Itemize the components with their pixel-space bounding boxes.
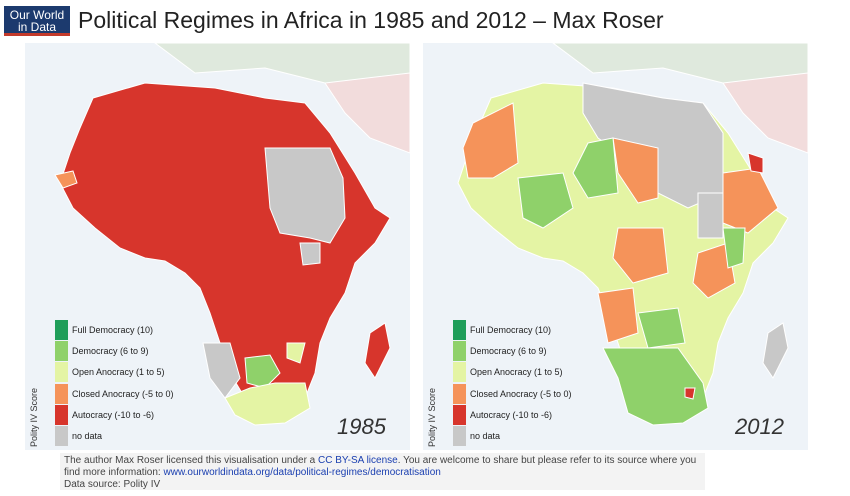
legend-label: Full Democracy (10) — [470, 324, 552, 335]
region-madagascar-autocracy — [364, 322, 391, 379]
footer-text: find more information: — [64, 467, 164, 478]
year-label-1985: 1985 — [337, 414, 386, 439]
africa-map-1985 — [54, 43, 410, 426]
footer-attribution: The author Max Roser licensed this visua… — [60, 453, 705, 490]
footer-text: . You are welcome to share but please re… — [397, 455, 697, 466]
legend-swatch — [55, 426, 68, 447]
region-uganda-no-data — [299, 242, 321, 266]
legend-label: Full Democracy (10) — [72, 324, 154, 335]
region-kenya-democracy — [722, 227, 746, 269]
legend-label: Democracy (6 to 9) — [72, 345, 149, 356]
legend-swatch — [453, 383, 466, 404]
legend-swatch — [453, 426, 466, 447]
legend-swatch — [55, 340, 68, 361]
our-world-in-data-logo[interactable]: Our World in Data — [4, 6, 70, 36]
legend-swatch — [55, 404, 68, 425]
legend-swatch — [55, 319, 68, 340]
legend-row: Full Democracy (10) — [453, 319, 572, 340]
license-link[interactable]: CC BY-SA license — [318, 455, 398, 466]
region-botswana-democracy — [244, 354, 281, 389]
source-link[interactable]: www.ourworldindata.org/data/political-re… — [163, 467, 441, 478]
logo-line-2: in Data — [17, 20, 57, 34]
legend-row: Closed Anocracy (-5 to 0) — [453, 383, 572, 404]
legend-row: Autocracy (-10 to -6) — [55, 404, 174, 425]
region-south-africa-open-anocracy — [224, 382, 311, 426]
legend-label: Open Anocracy (1 to 5) — [470, 367, 563, 378]
legend-label: no data — [470, 431, 501, 442]
legend-title: Polity IV Score — [427, 387, 437, 447]
region-tanzania-closed-anocracy — [692, 242, 736, 299]
page-title: Political Regimes in Africa in 1985 and … — [78, 7, 664, 33]
region-eritrea-autocracy — [747, 152, 764, 174]
legend-swatch — [55, 362, 68, 383]
legend-label: Closed Anocracy (-5 to 0) — [72, 388, 174, 399]
legend-swatch — [453, 362, 466, 383]
region-swaziland-autocracy — [684, 387, 696, 400]
region-mali-democracy — [517, 172, 574, 229]
legend-label: Democracy (6 to 9) — [470, 345, 547, 356]
region-morocco-closed-anocracy — [462, 102, 519, 179]
map-middle-east-background — [722, 72, 808, 154]
map-panel-2012[interactable]: Full Democracy (10) Democracy (6 to 9) O… — [423, 43, 808, 450]
legend-swatch — [453, 340, 466, 361]
map-panel-1985[interactable]: Full Democracy (10) Democracy (6 to 9) O… — [25, 43, 410, 450]
legend-swatch — [453, 404, 466, 425]
legend-label: Open Anocracy (1 to 5) — [72, 367, 165, 378]
map-middle-east-background — [324, 72, 410, 154]
legend-label: Autocracy (-10 to -6) — [470, 409, 553, 420]
region-madagascar-no-data — [762, 322, 789, 379]
legend-label: Autocracy (-10 to -6) — [72, 409, 155, 420]
legend-swatch — [55, 383, 68, 404]
footer-text: The author Max Roser licensed this visua… — [64, 455, 319, 466]
africa-map-2012 — [457, 43, 808, 426]
region-zambia-democracy — [637, 307, 686, 349]
legend-label: no data — [72, 431, 103, 442]
region-angola-closed-anocracy — [597, 287, 639, 344]
region-chad-closed-anocracy — [612, 137, 659, 204]
logo-line-1: Our World — [9, 8, 65, 22]
region-niger-democracy — [572, 137, 619, 199]
map-legend-2012: Full Democracy (10) Democracy (6 to 9) O… — [453, 319, 572, 447]
legend-label: Closed Anocracy (-5 to 0) — [470, 388, 572, 399]
year-label-2012: 2012 — [735, 414, 784, 439]
region-north-no-data — [582, 82, 724, 209]
data-source-text: Data source: Polity IV — [64, 479, 161, 490]
legend-row: Democracy (6 to 9) — [453, 340, 572, 361]
region-sudan-no-data — [264, 147, 346, 244]
map-legend-1985: Full Democracy (10) Democracy (6 to 9) O… — [55, 319, 174, 447]
legend-row: Open Anocracy (1 to 5) — [453, 362, 572, 383]
region-sudan-no-data — [697, 192, 724, 239]
region-southern-democracy — [602, 347, 709, 426]
legend-swatch — [453, 319, 466, 340]
legend-row: no data — [55, 425, 174, 447]
legend-row: Autocracy (-10 to -6) — [453, 404, 572, 425]
region-zimbabwe-open-anocracy — [286, 342, 306, 364]
legend-title: Polity IV Score — [29, 387, 39, 447]
legend-row: Democracy (6 to 9) — [55, 340, 174, 361]
region-central-closed-anocracy — [612, 227, 669, 284]
region-namibia-no-data — [202, 342, 241, 399]
legend-row: Open Anocracy (1 to 5) — [55, 362, 174, 383]
region-senegal-closed-anocracy — [54, 170, 78, 189]
legend-row: Closed Anocracy (-5 to 0) — [55, 383, 174, 404]
legend-row: no data — [453, 425, 572, 447]
legend-row: Full Democracy (10) — [55, 319, 174, 340]
